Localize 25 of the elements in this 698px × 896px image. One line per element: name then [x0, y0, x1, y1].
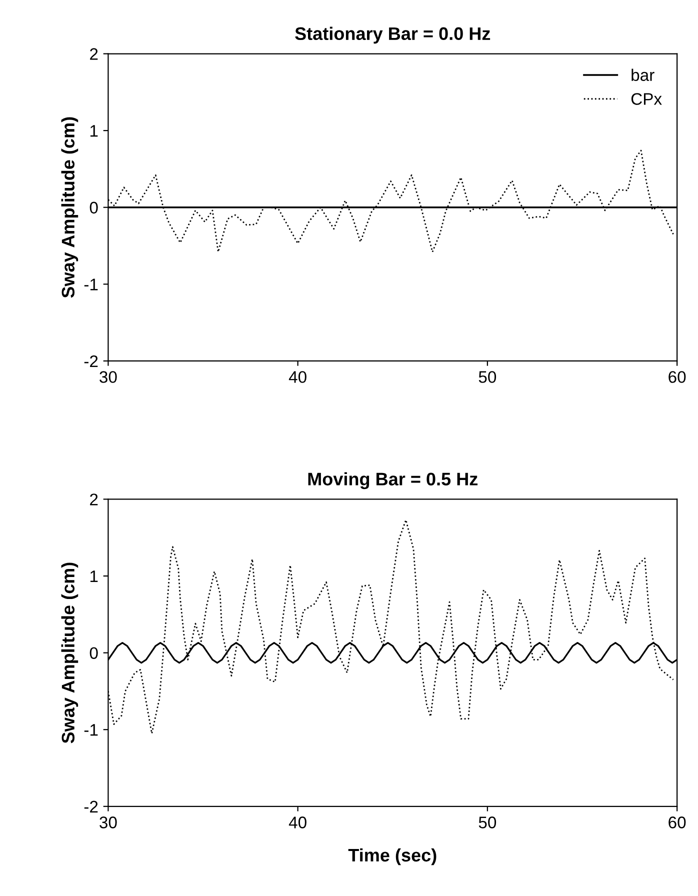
legend-label: CPx [631, 93, 662, 105]
y-axis-title: Sway Amplitude (cm) [61, 117, 78, 298]
x-tick-label: 60 [668, 371, 686, 383]
chart-title: Moving Bar = 0.5 Hz [308, 472, 478, 490]
y-tick-label: 2 [90, 48, 98, 60]
x-axis-title: Time (sec) [348, 848, 436, 866]
x-tick-label: 50 [478, 816, 496, 828]
x-tick-label: 60 [668, 816, 686, 828]
y-tick-label: 1 [90, 570, 98, 582]
y-tick-label: 2 [90, 494, 98, 506]
legend-label: bar [632, 68, 654, 81]
y-axis-title: Sway Amplitude (cm) [61, 562, 78, 744]
y-tick-label: -2 [84, 355, 98, 367]
y-tick-label: 1 [90, 125, 98, 137]
x-tick-label: 30 [100, 816, 117, 828]
x-tick-label: 40 [288, 371, 306, 383]
y-tick-label: -1 [84, 724, 98, 736]
y-tick-label: -1 [84, 278, 98, 290]
x-tick-label: 50 [478, 371, 496, 383]
y-tick-label: 0 [90, 647, 98, 660]
x-tick-label: 30 [100, 371, 117, 383]
chart-title: Stationary Bar = 0.0 Hz [295, 26, 490, 44]
x-tick-label: 40 [288, 816, 306, 828]
y-tick-label: -2 [84, 800, 98, 812]
y-tick-label: 0 [90, 202, 98, 214]
